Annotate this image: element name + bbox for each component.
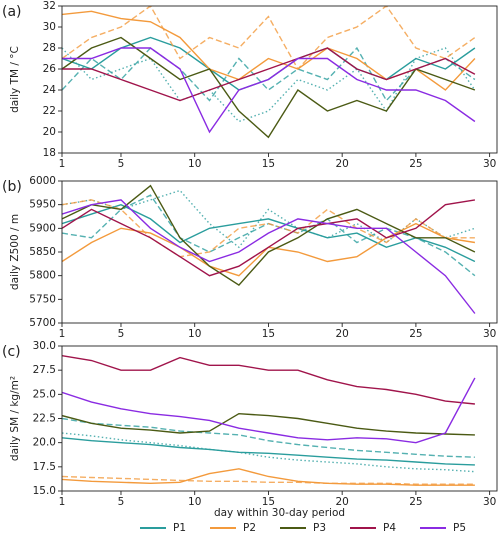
y-axis-label: daily SM / kg/m² xyxy=(9,376,21,461)
x-tick-label: 15 xyxy=(262,328,275,340)
y-tick-label: 22 xyxy=(43,105,56,117)
y-tick-label: 32 xyxy=(43,0,56,12)
x-tick-label: 25 xyxy=(409,496,422,508)
y-tick-label: 25.0 xyxy=(33,388,56,400)
y-tick-label: 5850 xyxy=(29,246,56,258)
y-tick-label: 5750 xyxy=(29,293,56,305)
x-tick-label: 20 xyxy=(335,328,348,340)
y-tick-label: 24 xyxy=(43,84,57,96)
legend-label: P5 xyxy=(453,522,466,534)
x-tick-label: 25 xyxy=(409,158,422,170)
series-line xyxy=(62,437,475,466)
series-line xyxy=(62,468,475,486)
x-tick-label: 15 xyxy=(262,496,275,508)
y-tick-label: 6000 xyxy=(29,175,56,187)
series-line xyxy=(62,47,476,102)
series-line xyxy=(62,6,476,71)
series-line xyxy=(62,184,476,287)
x-tick-label: 1 xyxy=(59,158,66,170)
y-tick-label: 22.5 xyxy=(33,413,56,425)
y-tick-label: 26 xyxy=(43,63,57,75)
y-tick-label: 30 xyxy=(43,21,56,33)
x-tick-label: 30 xyxy=(483,328,496,340)
y-tick-label: 5900 xyxy=(29,222,56,234)
legend-label: P1 xyxy=(173,522,186,534)
series-line xyxy=(62,10,476,91)
series-line xyxy=(62,47,476,123)
series-line xyxy=(62,355,475,405)
x-tick-label: 15 xyxy=(262,158,275,170)
series-line xyxy=(62,46,476,102)
x-tick-label: 30 xyxy=(483,158,496,170)
y-tick-label: 5800 xyxy=(29,270,56,282)
y-axis-label: daily Z500 / m xyxy=(9,214,21,290)
x-tick-label: 10 xyxy=(188,328,201,340)
legend-label: P4 xyxy=(383,522,396,534)
y-tick-label: 18 xyxy=(43,147,56,159)
legend-label: P3 xyxy=(313,522,326,534)
x-tick-label: 1 xyxy=(59,328,66,340)
y-tick-label: 17.5 xyxy=(33,461,56,473)
y-tick-label: 5950 xyxy=(29,199,56,211)
series-line xyxy=(62,47,476,134)
y-tick-label: 27.5 xyxy=(33,364,56,376)
y-tick-label: 20.0 xyxy=(33,437,56,449)
plot-frame xyxy=(61,345,498,492)
series-line xyxy=(62,199,475,258)
series-line xyxy=(62,475,475,485)
x-axis-label: day within 30-day period xyxy=(214,507,345,519)
series-line xyxy=(62,189,476,249)
y-tick-label: 5700 xyxy=(29,317,56,329)
y-tick-label: 15.0 xyxy=(33,485,56,497)
series-line xyxy=(62,199,476,314)
panel-label: (c) xyxy=(2,344,21,360)
series-line xyxy=(62,199,476,277)
y-tick-label: 20 xyxy=(43,126,56,138)
panel-label: (a) xyxy=(2,4,22,20)
y-tick-label: 30.0 xyxy=(33,340,56,352)
plot-frame xyxy=(61,5,498,154)
series-line xyxy=(62,36,476,91)
x-tick-label: 30 xyxy=(483,496,496,508)
legend-label: P2 xyxy=(243,522,256,534)
x-tick-label: 25 xyxy=(409,328,422,340)
x-tick-label: 20 xyxy=(335,158,348,170)
series-line xyxy=(62,36,476,139)
x-tick-label: 5 xyxy=(118,496,125,508)
panel-label: (b) xyxy=(2,179,22,195)
x-tick-label: 20 xyxy=(335,496,348,508)
y-tick-label: 28 xyxy=(43,42,56,54)
y-axis-label: daily TM / °C xyxy=(9,46,21,113)
x-tick-label: 5 xyxy=(118,158,125,170)
x-tick-label: 1 xyxy=(59,496,66,508)
series-line xyxy=(62,412,475,436)
x-tick-label: 10 xyxy=(188,496,201,508)
series-line xyxy=(62,432,475,473)
series-line xyxy=(62,417,475,458)
plot-frame xyxy=(61,180,498,324)
series-line xyxy=(62,377,476,444)
x-tick-label: 5 xyxy=(118,328,125,340)
x-tick-label: 10 xyxy=(188,158,201,170)
